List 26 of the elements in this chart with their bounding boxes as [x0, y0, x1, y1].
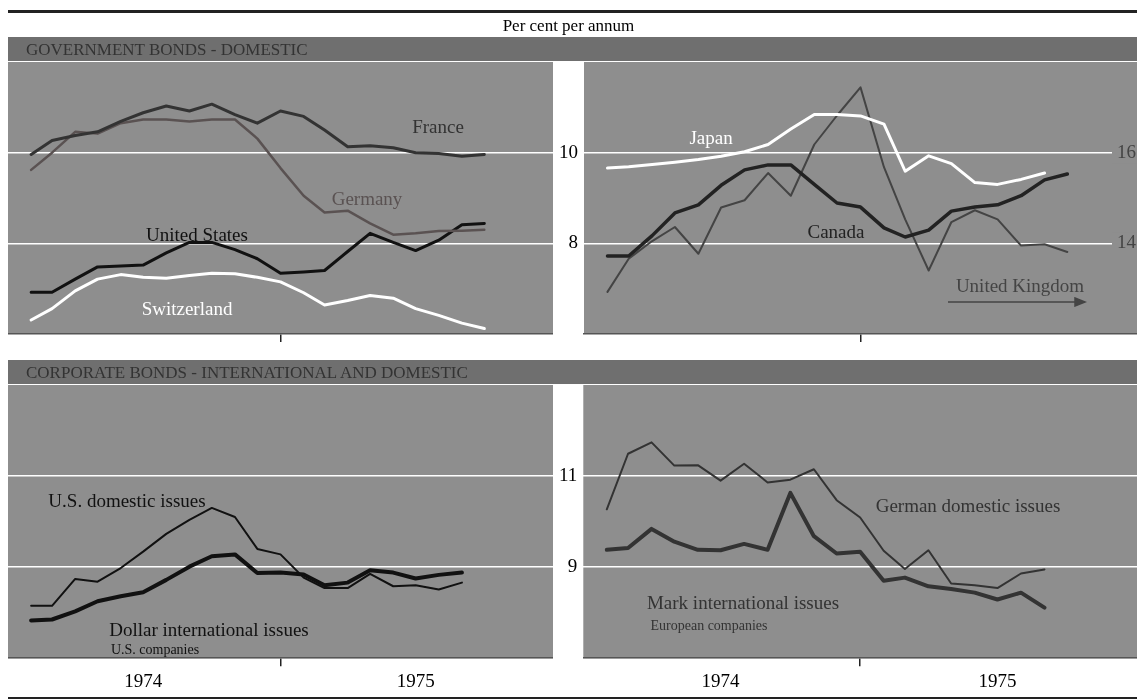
series-label: Switzerland — [141, 297, 233, 319]
chart-title: GOVERNMENT BONDS - DOMESTIC — [8, 37, 1137, 61]
series-label: Canada — [807, 220, 866, 242]
series-label: Japan — [689, 126, 734, 148]
x-tick-label: 1974 — [701, 669, 741, 691]
series-label: Germany — [331, 187, 403, 209]
annotation: U.S. companies — [110, 641, 200, 657]
y-tick-label: 11 — [559, 464, 578, 486]
series-label: United States — [146, 223, 248, 245]
y2-tick-label: 16 — [1117, 140, 1136, 162]
chart-subtitle: Per cent per annum — [501, 16, 636, 36]
y-tick-label: 9 — [567, 555, 578, 577]
series-label: Dollar international issues — [109, 618, 309, 640]
x-tick-label: 1975 — [396, 669, 435, 691]
series-label: U.S. domestic issues — [48, 489, 206, 511]
y-tick-label: 10 — [559, 140, 578, 162]
series-label: France — [412, 115, 464, 137]
series-label: German domestic issues — [875, 494, 1061, 516]
x-tick-label: 1975 — [978, 669, 1017, 691]
chart-title: CORPORATE BONDS - INTERNATIONAL AND DOMESTIC — [8, 360, 1137, 384]
y-tick-label: 8 — [568, 231, 578, 253]
series-label: United Kingdom — [955, 274, 1085, 296]
x-tick-label: 1974 — [124, 669, 163, 691]
annotation: European companies — [650, 617, 768, 633]
text: Mark international issues — [646, 591, 840, 613]
y2-tick-label: 14 — [1117, 231, 1137, 253]
